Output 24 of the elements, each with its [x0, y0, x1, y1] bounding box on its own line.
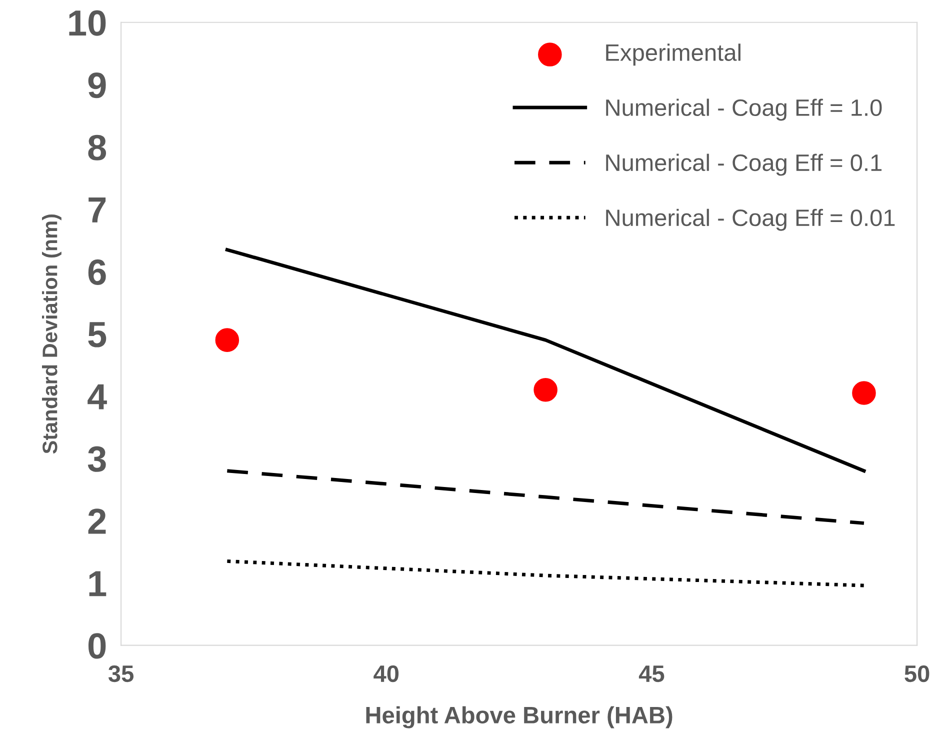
- y-tick-label: 0: [88, 633, 106, 659]
- x-tick-label: 45: [638, 666, 664, 682]
- y-tick-label: 5: [88, 322, 106, 348]
- y-tick-label: 1: [89, 571, 106, 596]
- x-axis-title: Height Above Burner (HAB): [366, 706, 672, 728]
- y-tick-label: 4: [88, 384, 107, 410]
- point: [852, 381, 876, 405]
- y-tick-label: 10: [69, 10, 106, 36]
- y-tick-label: 9: [88, 72, 106, 98]
- legend-label: Numerical - Coag Eff = 1.0: [606, 98, 882, 121]
- legend-label: Numerical - Coag Eff = 0.1: [606, 154, 882, 176]
- y-tick-label: 3: [88, 446, 106, 472]
- y-tick-label: 7: [88, 197, 106, 222]
- x-tick-label: 40: [374, 665, 399, 682]
- point: [215, 328, 240, 352]
- x-tick-label: 35: [108, 665, 134, 682]
- legend-label: Numerical - Coag Eff = 0.01: [606, 208, 895, 231]
- y-axis-title: Standard Deviation (nm): [42, 214, 62, 454]
- x-tick-label: 50: [904, 665, 930, 682]
- y-tick-label: 6: [88, 259, 106, 285]
- point: [534, 378, 558, 402]
- y-tick-label: 8: [88, 134, 106, 160]
- y-tick-label: 2: [88, 508, 106, 534]
- legend-label: Experimental: [606, 44, 740, 66]
